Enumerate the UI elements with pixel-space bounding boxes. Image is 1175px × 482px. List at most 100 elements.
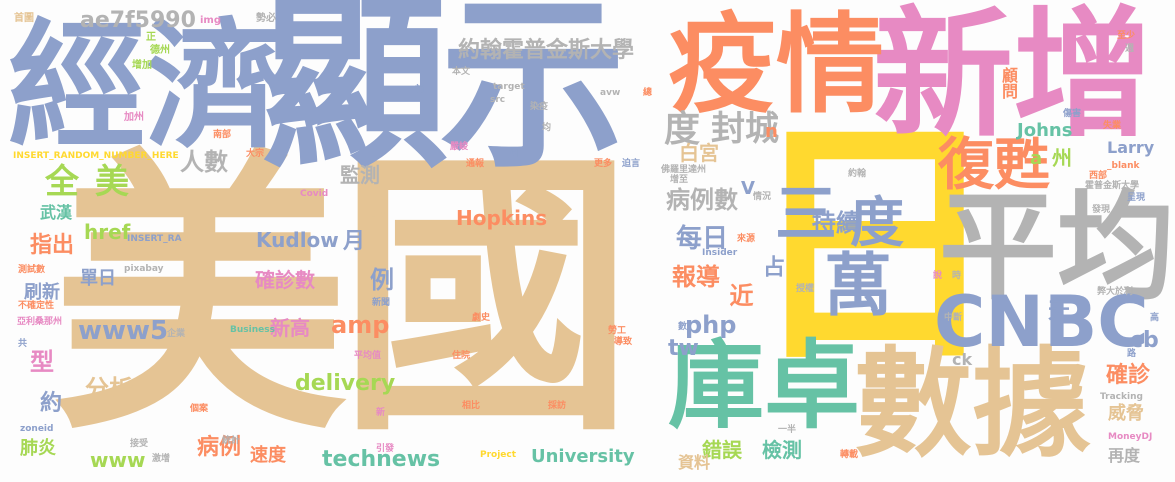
word-chengxian: 呈現: [1127, 193, 1146, 203]
word-johns-hopkins-univ-zh: 約翰霍普金斯大學: [458, 38, 635, 63]
word-www: www: [90, 448, 146, 472]
word-kuzhuo: 庫卓: [668, 330, 860, 442]
word-jiazhou: 加州: [124, 112, 144, 123]
word-insider: Insider: [702, 248, 738, 258]
word-zhan: 占: [759, 255, 784, 277]
word-v: V: [741, 178, 755, 199]
word-a: a: [1030, 148, 1043, 169]
word-php: php: [685, 311, 737, 339]
word-xinwen: 新聞: [372, 298, 391, 308]
word-jingji: 經濟: [8, 6, 285, 167]
word-florida: 佛羅里達州: [661, 165, 707, 175]
word-bidayuli: 弊大於利: [1097, 287, 1134, 297]
word-xing: 型: [30, 348, 54, 376]
word-li: 例: [370, 266, 394, 294]
word-qingkuang: 情況: [753, 192, 772, 202]
word-kudlow: Kudlow: [256, 228, 339, 252]
word-wuhan: 武漢: [40, 203, 73, 222]
word-ck: ck: [952, 350, 973, 369]
word-xingao: 新高: [270, 316, 310, 340]
word-gong: 共: [18, 339, 28, 349]
word-pingjunzhi: 平均值: [354, 351, 382, 361]
word-delivery: delivery: [295, 371, 396, 396]
word-dazong: 大宗: [246, 149, 265, 159]
word-quan: 全: [45, 162, 79, 202]
word-xibu: 西部: [1089, 171, 1108, 181]
word-cuowu: 錯誤: [702, 438, 742, 462]
word-guo: 國: [509, 149, 519, 159]
word-fusu: 復甦: [938, 133, 1050, 198]
word-gao: 高: [1150, 313, 1160, 323]
word-shuaxin: 刷新: [24, 282, 60, 303]
word-src: src: [490, 95, 506, 105]
word-zhuanzai: 轉載: [840, 450, 859, 460]
word-insert-random: INSERT_RANDOM_NUMBER_HERE: [13, 151, 179, 161]
word-buquedingxing: 不確定性: [18, 301, 55, 311]
word-tian: 天: [1048, 299, 1071, 324]
word-xiangbi: 相比: [462, 401, 481, 411]
word-mei: 美: [95, 162, 129, 202]
word-du-2: 度: [664, 109, 701, 150]
word-qian: 前: [415, 85, 425, 95]
word-tw: tw: [668, 336, 699, 361]
word-pingjun: 平均: [939, 178, 1175, 316]
word-amp: amp: [331, 311, 390, 339]
word-business: Business: [230, 325, 275, 335]
word-quezhen: 確診: [1106, 363, 1151, 388]
word-renshu: 人數: [180, 148, 228, 176]
word-lu: 路: [1127, 349, 1137, 359]
word-ae7f5990: ae7f5990: [80, 8, 196, 33]
word-yiban: 一半: [778, 425, 797, 435]
word-shu: 數: [678, 322, 688, 332]
word-insert-ra: INSERT_RA: [127, 234, 182, 244]
word-sudu: 速度: [250, 445, 286, 466]
word-tracking: Tracking: [1100, 392, 1143, 402]
word-shanghai: 傷害: [1063, 109, 1082, 119]
word-johns: Johns: [1017, 120, 1073, 141]
word-yanjun: 嚴峻: [450, 142, 469, 152]
word-larry: Larry: [1107, 138, 1155, 157]
word-gengduo: 更多: [594, 159, 613, 169]
word-baodao: 報導: [672, 263, 720, 291]
word-tongbao: 通報: [466, 159, 485, 169]
word-ranyi: 染疫: [530, 102, 549, 112]
word-dezhou: 德州: [150, 45, 170, 56]
word-chaoguo: 超過: [367, 209, 386, 219]
word-binglishu: 病例數: [666, 186, 738, 214]
word-zheng: 正: [146, 32, 156, 43]
word-yiqing: 疫情: [668, 3, 885, 128]
word-ceshishu: 測試數: [18, 265, 46, 275]
word-san: 三: [775, 177, 838, 250]
word-href: href: [84, 220, 131, 244]
word-arizona: 亞利桑那州: [17, 317, 63, 327]
word-feiyan: 肺炎: [20, 438, 56, 459]
word-benwen: 本文: [452, 67, 471, 77]
word-zengzhi: 增至: [670, 175, 689, 185]
word-bingli: 病例: [197, 435, 242, 460]
word-shoutu: 首圖: [14, 13, 34, 24]
word-yue: 月: [343, 229, 366, 254]
word-danri: 單日: [80, 268, 116, 289]
word-chixu: 持續: [812, 209, 860, 237]
word-zhuyuan: 住院: [452, 351, 471, 361]
word-covid: Covid: [300, 189, 329, 199]
word-hopkins: Hopkins: [456, 206, 548, 230]
word-daozhi: 導致: [614, 337, 633, 347]
word-university: University: [531, 446, 635, 467]
word-cnbc: CNBC: [934, 281, 1149, 363]
word-hopkins-univ-zh: 霍普金斯大學: [1085, 181, 1140, 191]
word-technews: technews: [322, 447, 441, 472]
word-zoneid: zoneid: [20, 424, 54, 434]
word-jiance: 監測: [340, 163, 380, 187]
word-jieshou: 接受: [130, 439, 149, 449]
word-poyan: 迫言: [622, 159, 641, 169]
word-caifang: 採訪: [548, 401, 567, 411]
word-jizeng: 激增: [152, 454, 171, 464]
word-xin: 新: [376, 408, 386, 418]
word-meiguo: 美國: [52, 125, 634, 470]
word-zong: 總: [643, 88, 653, 98]
word-zhongduan: 中斷: [944, 313, 963, 323]
word-jushi: 劇史: [472, 313, 491, 323]
word-shuo: 說: [933, 271, 943, 281]
